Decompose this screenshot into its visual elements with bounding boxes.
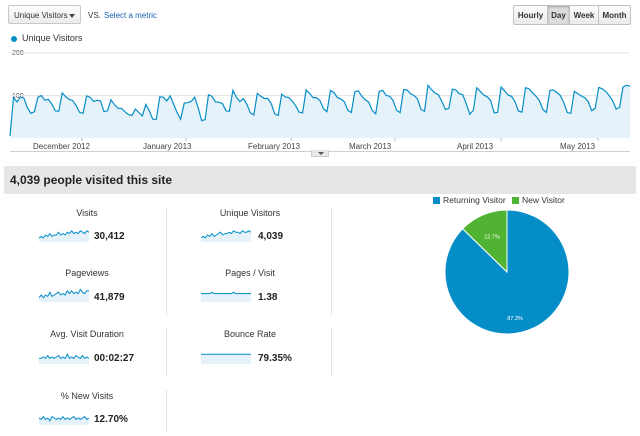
series-line <box>9 83 631 136</box>
visitor-type-pie-chart: 12.7% 87.3% <box>444 209 570 335</box>
month-button[interactable]: Month <box>598 5 631 25</box>
metric-label-unique-visitors: Unique Visitors <box>219 208 281 218</box>
sparkline-area <box>201 292 251 302</box>
sparkline-unique-visitors <box>201 230 251 242</box>
collapse-chart-handle[interactable] <box>311 150 329 157</box>
pie-label-returning: 87.3% <box>507 316 523 322</box>
sparkline-area <box>39 230 89 242</box>
summary-headline: 4,039 people visited this site <box>10 173 173 187</box>
series-area <box>10 85 630 138</box>
column-divider <box>331 207 332 315</box>
sparkline-new-visits <box>39 415 89 425</box>
metric-value-new-visits: 12.70% <box>94 414 128 425</box>
metric-label-avg-visit-duration: Avg. Visit Duration <box>50 329 124 339</box>
sparkline-line <box>39 353 89 360</box>
x-tick-label: February 2013 <box>248 142 301 151</box>
chevron-down-icon <box>69 14 75 18</box>
sparkline-line <box>39 229 89 239</box>
sparkline-line <box>201 230 251 239</box>
pie-slice-new <box>461 209 508 274</box>
pie-label-new: 12.7% <box>484 235 500 241</box>
sparkline-visits <box>39 229 89 242</box>
y-tick-label: 100 <box>12 93 24 100</box>
vs-label: VS. <box>88 11 101 20</box>
column-divider <box>166 328 167 376</box>
x-tick-label: April 2013 <box>457 142 494 151</box>
sparkline-area <box>201 230 251 242</box>
series-legend-label: Unique Visitors <box>22 33 83 43</box>
metric-select-label: Unique Visitors <box>14 11 68 20</box>
sparkline-line <box>39 415 89 422</box>
metric-label-new-visits: % New Visits <box>60 391 114 401</box>
metric-select[interactable]: Unique Visitors <box>8 5 81 24</box>
metric-value-visits: 30,412 <box>94 231 125 242</box>
metric-label-pageviews: Pageviews <box>65 268 109 278</box>
week-button[interactable]: Week <box>569 5 599 25</box>
x-tick-label: March 2013 <box>349 142 392 151</box>
summary-banner <box>4 166 636 194</box>
metric-value-avg-visit-duration: 00:02:27 <box>94 353 135 364</box>
x-tick-label: December 2012 <box>33 142 90 151</box>
sparkline-line <box>39 288 89 299</box>
x-tick-label: January 2013 <box>143 142 192 151</box>
column-divider <box>166 207 167 315</box>
metric-value-bounce-rate: 79.35% <box>258 353 292 364</box>
legend-marker-returning <box>433 197 440 204</box>
sparkline-bounce-rate <box>201 353 251 364</box>
series-legend-marker <box>11 36 17 42</box>
column-divider <box>331 328 332 376</box>
sparkline-pages-per-visit <box>201 291 251 302</box>
metric-label-bounce-rate: Bounce Rate <box>223 329 277 339</box>
select-metric-link[interactable]: Select a metric <box>104 11 157 20</box>
legend-label-new: New Visitor <box>522 195 565 205</box>
column-divider <box>166 390 167 432</box>
metric-value-pageviews: 41,879 <box>94 292 125 303</box>
x-tick-label: May 2013 <box>560 142 596 151</box>
legend-label-returning: Returning Visitor <box>443 195 506 205</box>
sparkline-line <box>201 291 251 295</box>
legend-marker-new <box>512 197 519 204</box>
sparkline-area <box>201 354 251 364</box>
visitors-line-chart <box>9 52 631 141</box>
metric-label-visits: Visits <box>76 208 98 218</box>
sparkline-avg-visit-duration <box>39 353 89 364</box>
metric-value-unique-visitors: 4,039 <box>258 231 284 242</box>
metric-value-pages-per-visit: 1.38 <box>258 292 278 303</box>
metric-label-pages-per-visit: Pages / Visit <box>225 268 275 278</box>
sparkline-pageviews <box>39 288 89 302</box>
sparkline-area <box>39 354 89 364</box>
